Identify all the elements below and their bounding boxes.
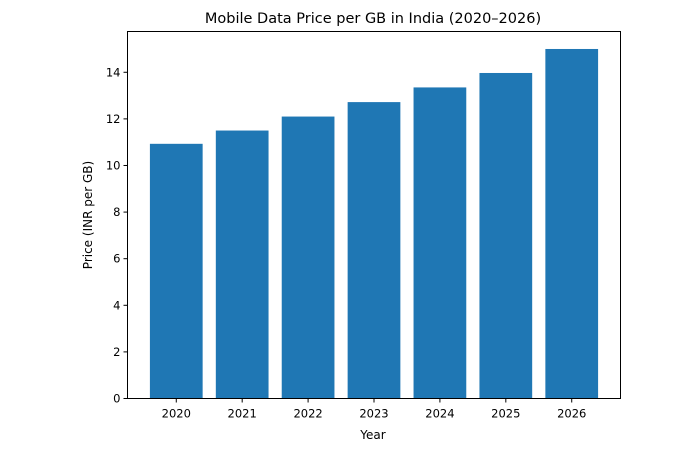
y-tick-label: 4 (113, 298, 120, 312)
x-tick-label: 2023 (359, 407, 388, 421)
bar-2026 (545, 48, 599, 399)
x-tick-label: 2022 (293, 407, 322, 421)
chart-title: Mobile Data Price per GB in India (2020–… (205, 11, 541, 27)
y-tick-label: 2 (113, 345, 120, 359)
bar-2025 (479, 72, 533, 399)
x-tick-label: 2026 (557, 407, 586, 421)
bar-2024 (413, 87, 467, 399)
bar-2023 (347, 102, 401, 399)
y-tick-label: 12 (106, 112, 121, 126)
y-tick-label: 10 (106, 158, 121, 172)
y-tick-label: 14 (106, 65, 121, 79)
x-axis-label: Year (359, 428, 385, 442)
x-tick-label: 2024 (425, 407, 454, 421)
bar-2022 (281, 116, 335, 399)
bar-2020 (149, 143, 203, 399)
bar-2021 (215, 130, 269, 399)
axes-frame (127, 31, 621, 399)
y-tick-label: 0 (113, 392, 120, 406)
y-tick-label: 8 (113, 205, 120, 219)
y-tick-label: 6 (113, 252, 120, 266)
x-tick-label: 2025 (491, 407, 520, 421)
y-axis-label: Price (INR per GB) (81, 161, 95, 269)
x-tick-label: 2021 (228, 407, 257, 421)
x-tick-label: 2020 (162, 407, 191, 421)
